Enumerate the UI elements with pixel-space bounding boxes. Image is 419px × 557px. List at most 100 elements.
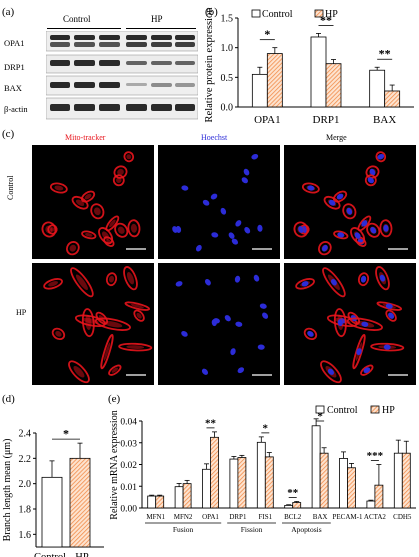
mito-fill (103, 342, 111, 361)
nucleus (257, 344, 265, 350)
e-sig-label: ** (287, 487, 299, 499)
micro-hp-hoechst (158, 263, 280, 385)
panel-label-a: (a) (2, 6, 15, 18)
mito-cell (94, 317, 131, 331)
nucleus (210, 193, 218, 200)
b-legend-swatch-control (251, 9, 261, 18)
b-sig-label: * (264, 27, 270, 41)
mito-cell (105, 272, 118, 287)
d-sig-label: * (63, 427, 69, 441)
western-blot: Control HP OPA1 DRP1 BAX β-actin (0, 0, 200, 125)
e-xtick-label: ACTA2 (364, 513, 386, 521)
e-xtick-label: OPA1 (202, 513, 219, 521)
mito-fill (69, 244, 77, 252)
nucleus (244, 227, 251, 234)
mito-cell (70, 267, 94, 298)
e-bar (319, 452, 329, 509)
e-ytick-label: 0.04 (120, 418, 137, 428)
e-bar (347, 467, 356, 509)
e-bar (401, 452, 411, 509)
e-legend-swatch-control (315, 405, 325, 414)
e-xtick-label: DRP1 (229, 513, 247, 521)
mito-fill (85, 315, 92, 331)
nucleus (257, 224, 263, 232)
mito-cell (303, 327, 318, 341)
nucleus (175, 281, 183, 287)
mito-cell (295, 278, 315, 290)
nucleus (204, 279, 211, 286)
blot-group-line-control (47, 28, 121, 29)
e-ylabel: Relative mRNA expression (109, 410, 120, 519)
e-bar (292, 502, 302, 509)
mito-cell (320, 360, 342, 384)
micro-hp-merge (284, 263, 416, 385)
nucleus (201, 368, 209, 375)
mito-cell (81, 308, 95, 338)
mito-cell (318, 241, 332, 256)
e-bar (147, 495, 157, 509)
mito-cell (323, 195, 341, 210)
nucleus (231, 238, 239, 245)
d-xtick-label: Control (34, 552, 66, 557)
blot-group-control: Control (63, 14, 91, 24)
nucleus (328, 199, 336, 206)
nucleus (298, 226, 304, 233)
d-ylabel: Branch length mean (μm) (2, 439, 13, 542)
micro-grid (32, 145, 416, 385)
e-xtick-label: BCL2 (284, 513, 302, 521)
chart-d: 1.6 1.8 2.0 2.2 2.4 Branch length mean (μm) Co… (2, 427, 104, 557)
mito-cell (41, 221, 57, 238)
mito-cell (43, 278, 63, 290)
mito-cell (123, 151, 135, 163)
micro-col-label-merge: Merge (326, 133, 347, 142)
micro-row-label-hp: HP (16, 308, 27, 317)
b-xtick-label: BAX (373, 114, 396, 126)
mito-cell (108, 364, 122, 376)
e-bar (374, 484, 384, 509)
e-sig-label: ** (205, 417, 217, 429)
nucleus (181, 185, 189, 191)
d-ytick-label: 2.0 (19, 479, 32, 490)
nucleus (259, 303, 267, 309)
mito-cell (366, 222, 381, 238)
nucleus (356, 348, 362, 356)
mito-fill (75, 199, 85, 207)
e-ytick-label: 0.03 (120, 439, 137, 449)
mito-cell (123, 266, 138, 291)
mito-cell (114, 222, 129, 238)
mito-fill (126, 272, 135, 285)
mito-fill (108, 275, 115, 283)
blot-row-label-opa1: OPA1 (4, 38, 25, 48)
d-ytick-label: 2.4 (19, 429, 32, 440)
nucleus (172, 226, 178, 233)
e-bar (393, 452, 403, 509)
e-sig-label: * (317, 411, 323, 423)
mito-cell (127, 219, 141, 238)
micro-row-label-control: Control (6, 175, 15, 200)
e-bar (182, 483, 192, 509)
nucleus (337, 319, 343, 327)
mito-fill (136, 312, 142, 319)
mito-cell (357, 215, 372, 232)
mito-cell (370, 342, 405, 352)
mito-fill (101, 231, 110, 240)
b-ytick-label: 1.0 (221, 43, 234, 54)
nucleus (377, 153, 385, 160)
e-bar (264, 456, 274, 509)
mito-fill (117, 168, 124, 176)
mito-fill (73, 366, 85, 378)
mito-cell (71, 195, 89, 210)
panel-label-c: (c) (2, 128, 15, 140)
d-bar (41, 476, 63, 548)
e-xtick-label: PECAM-1 (333, 513, 363, 521)
e-bar (284, 504, 294, 509)
nucleus (202, 199, 210, 206)
micro-control-mito (32, 145, 154, 259)
nucleus (379, 274, 386, 282)
nucleus (360, 275, 367, 283)
mito-cell (293, 221, 309, 238)
mito-cell (346, 317, 383, 331)
nucleus (307, 185, 315, 191)
mito-fill (50, 227, 55, 232)
mito-cell (68, 360, 90, 384)
